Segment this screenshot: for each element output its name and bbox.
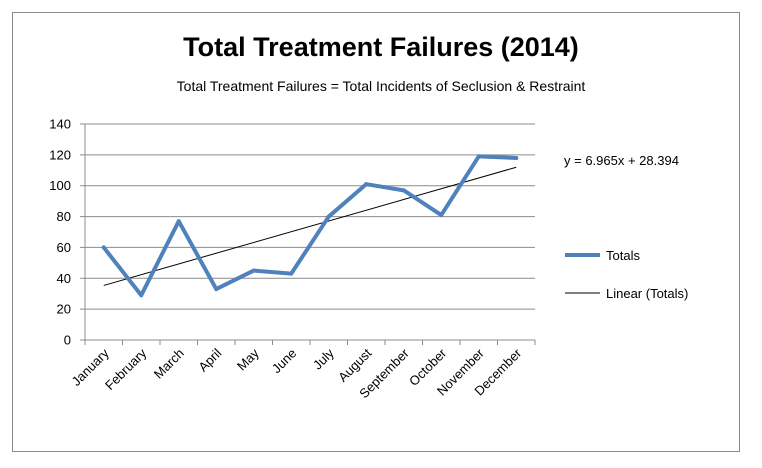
- y-tick-label: 40: [57, 271, 71, 286]
- data-point: [514, 155, 519, 160]
- y-tick-label: 100: [49, 178, 71, 193]
- legend-label-totals: Totals: [606, 248, 640, 263]
- y-tick-label: 140: [49, 117, 71, 132]
- data-point: [176, 219, 181, 224]
- data-point: [326, 214, 331, 219]
- y-tick-label: 120: [49, 147, 71, 162]
- trendline-equation: y = 6.965x + 28.394: [564, 153, 679, 168]
- data-point: [364, 182, 369, 187]
- legend: Totals Linear (Totals): [565, 248, 688, 301]
- chart-title: Total Treatment Failures (2014): [183, 32, 579, 62]
- data-point: [439, 213, 444, 218]
- trendline-layer: [103, 166, 517, 286]
- trendline: [103, 166, 517, 286]
- gridlines: [85, 123, 535, 310]
- data-point: [289, 271, 294, 276]
- data-point: [214, 287, 219, 292]
- y-tick-label: 80: [57, 209, 71, 224]
- x-tick-label: July: [310, 345, 337, 372]
- y-tick-label: 0: [64, 333, 71, 348]
- y-tick-label: 20: [57, 302, 71, 317]
- series-layer: [101, 154, 519, 298]
- data-point: [139, 293, 144, 298]
- y-tick-label: 60: [57, 240, 71, 255]
- data-point: [476, 154, 481, 159]
- x-tick-label: February: [102, 345, 150, 393]
- series-line-totals: [101, 154, 519, 298]
- x-tick-label: May: [234, 345, 262, 373]
- axes: [80, 123, 536, 345]
- y-tick-labels: 0 20 40 60 80 100 120 140: [49, 117, 71, 348]
- x-tick-label: March: [151, 346, 187, 382]
- x-tick-label: June: [269, 346, 300, 377]
- chart-subtitle: Total Treatment Failures = Total Inciden…: [176, 78, 586, 94]
- x-tick-label: April: [195, 345, 224, 374]
- data-point: [101, 245, 106, 250]
- data-point: [251, 268, 256, 273]
- legend-label-trendline: Linear (Totals): [606, 286, 688, 301]
- data-point: [401, 188, 406, 193]
- chart-frame: [12, 12, 740, 452]
